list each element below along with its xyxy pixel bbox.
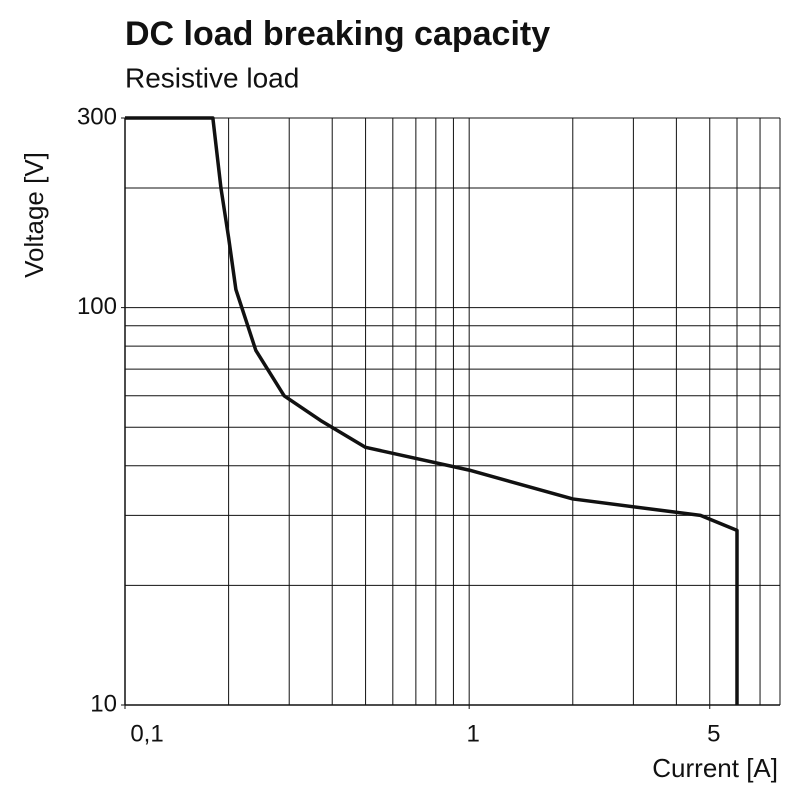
chart-subtitle: Resistive load bbox=[125, 62, 299, 93]
curve bbox=[125, 116, 739, 705]
y-axis-label: Voltage [V] bbox=[19, 152, 49, 278]
chart-title: DC load breaking capacity bbox=[125, 15, 550, 53]
x-axis-label: Current [A] bbox=[652, 753, 778, 783]
y-tick-label: 300 bbox=[77, 103, 117, 130]
y-tick-label: 100 bbox=[77, 293, 117, 320]
x-tick-label: 1 bbox=[466, 720, 479, 747]
x-tick-label: 0,1 bbox=[130, 720, 163, 747]
x-tick-label: 5 bbox=[707, 720, 720, 747]
y-tick-label: 10 bbox=[90, 690, 117, 717]
